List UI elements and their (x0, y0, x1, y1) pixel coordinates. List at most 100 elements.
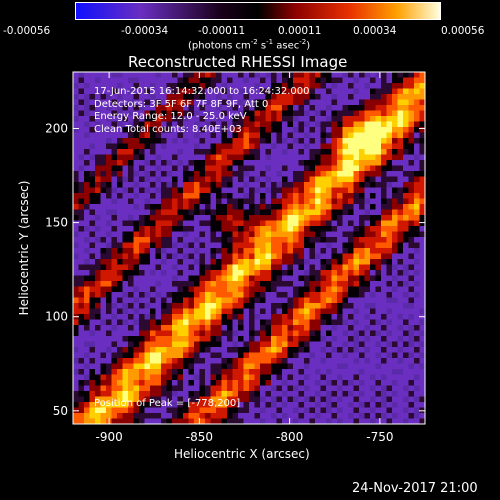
heatmap-cell (133, 380, 140, 386)
heatmap-cell (106, 297, 112, 304)
heatmap-cell (232, 396, 239, 403)
heatmap-cell (133, 363, 140, 370)
heatmap-cell (73, 132, 79, 139)
heatmap-cell (155, 330, 162, 337)
heatmap-cell (386, 132, 393, 139)
heatmap-cell (216, 281, 222, 287)
heatmap-cell (172, 132, 178, 139)
heatmap-cell (375, 77, 382, 84)
heatmap-cell (166, 187, 173, 194)
heatmap-cell (183, 292, 189, 298)
heatmap-cell (304, 105, 310, 111)
heatmap-cell (216, 165, 222, 172)
heatmap-cell (155, 270, 162, 276)
heatmap-cell (128, 121, 134, 128)
heatmap-cell (331, 83, 338, 89)
heatmap-cell (100, 198, 107, 205)
heatmap-cell (199, 72, 206, 78)
heatmap-cell (293, 176, 299, 183)
heatmap-cell (282, 138, 288, 144)
heatmap-cell (293, 413, 299, 419)
heatmap-cell (419, 418, 425, 424)
heatmap-cell (227, 143, 233, 150)
heatmap-cell (100, 308, 107, 315)
heatmap-cell (271, 352, 277, 359)
heatmap-cell (106, 204, 112, 210)
heatmap-cell (155, 127, 162, 133)
heatmap-cell (150, 110, 156, 117)
heatmap-cell (78, 110, 85, 117)
heatmap-cell (144, 77, 151, 84)
heatmap-cell (73, 374, 79, 381)
heatmap-cell (320, 352, 327, 359)
heatmap-cell (337, 314, 343, 320)
heatmap-cell (304, 215, 310, 221)
heatmap-cell (298, 121, 305, 128)
heatmap-cell (397, 248, 404, 254)
heatmap-cell (84, 160, 90, 166)
heatmap-cell (419, 215, 425, 221)
heatmap-cell (287, 369, 294, 375)
heatmap-cell (210, 77, 217, 84)
heatmap-cell (353, 286, 360, 293)
heatmap-cell (117, 358, 123, 364)
heatmap-cell (265, 363, 272, 370)
heatmap-cell (177, 358, 184, 364)
heatmap-cell (304, 352, 310, 359)
heatmap-cell (326, 94, 332, 100)
heatmap-cell (172, 336, 178, 342)
heatmap-cell (84, 275, 90, 282)
heatmap-cell (414, 402, 420, 408)
heatmap-cell (375, 347, 382, 353)
heatmap-cell (232, 83, 239, 89)
heatmap-cell (95, 413, 101, 419)
heatmap-cell (216, 303, 222, 309)
heatmap-cell (359, 204, 365, 210)
heatmap-cell (122, 270, 129, 276)
heatmap-cell (183, 308, 189, 315)
heatmap-cell (282, 303, 288, 309)
heatmap-cell (155, 72, 162, 78)
heatmap-cell (260, 270, 266, 276)
heatmap-cell (183, 94, 189, 100)
heatmap-cell (397, 77, 404, 84)
heatmap-cell (254, 319, 261, 326)
heatmap-cell (392, 292, 398, 298)
heatmap-cell (397, 143, 404, 150)
heatmap-cell (265, 319, 272, 326)
heatmap-cell (111, 380, 118, 386)
heatmap-cell (111, 182, 118, 188)
heatmap-cell (337, 143, 343, 150)
heatmap-cell (348, 308, 354, 315)
heatmap-cell (408, 226, 415, 232)
heatmap-cell (172, 209, 178, 216)
heatmap-cell (254, 413, 261, 419)
heatmap-cell (276, 303, 283, 309)
heatmap-cell (381, 264, 387, 271)
heatmap-cell (155, 220, 162, 227)
heatmap-cell (95, 380, 101, 386)
heatmap-cell (320, 116, 327, 122)
heatmap-cell (210, 341, 217, 348)
heatmap-cell (287, 303, 294, 309)
heatmap-cell (287, 281, 294, 287)
heatmap-cell (419, 171, 425, 177)
heatmap-cell (221, 264, 228, 271)
heatmap-cell (73, 182, 79, 188)
heatmap-cell (265, 330, 272, 337)
heatmap-cell (117, 380, 123, 386)
heatmap-cell (260, 303, 266, 309)
heatmap-cell (139, 171, 145, 177)
heatmap-cell (353, 154, 360, 161)
heatmap-cell (144, 237, 151, 243)
heatmap-cell (216, 385, 222, 392)
heatmap-cell (287, 264, 294, 271)
heatmap-cell (293, 391, 299, 397)
heatmap-cell (381, 231, 387, 238)
heatmap-cell (298, 149, 305, 155)
heatmap-cell (210, 198, 217, 205)
heatmap-cell (320, 374, 327, 381)
heatmap-cell (144, 88, 151, 95)
heatmap-cell (271, 259, 277, 265)
heatmap-cell (210, 215, 217, 221)
